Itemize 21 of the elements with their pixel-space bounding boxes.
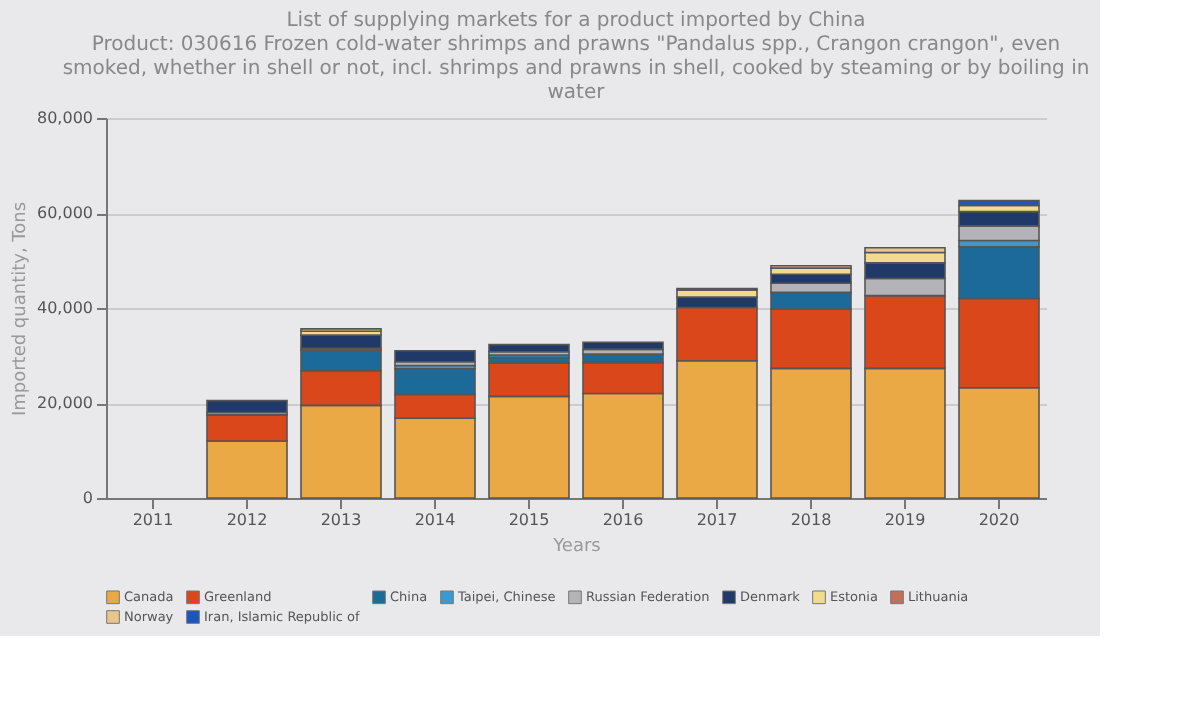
y-tick-label: 20,000 [37,394,93,412]
y-tick-label: 40,000 [37,299,93,317]
y-tick-label: 80,000 [37,109,93,127]
y-tick-label: 60,000 [37,204,93,222]
x-tick-label: 2016 [602,511,644,529]
x-tick-label: 2017 [696,511,738,529]
text: smoked, whether in shell or not, incl. shrimps and prawns in shell, cooked by steaming or by boiling in [62,58,1090,80]
y-axis-title: Imported quantity, Tons [11,201,32,417]
y-tick-label: 0 [82,489,93,507]
x-tick-label: 2013 [320,511,362,529]
text: List of supplying markets for a product imported by China [286,10,866,32]
x-tick-label: 2020 [978,511,1020,529]
text: water [547,82,605,104]
x-tick-label: 2019 [884,511,926,529]
x-axis-title: Years [551,537,602,557]
x-tick-label: 2014 [414,511,456,529]
x-tick-label: 2018 [790,511,832,529]
x-tick-label: 2011 [132,511,174,529]
x-tick-label: 2012 [226,511,268,529]
text: Product: 030616 Frozen cold-water shrimps and prawns "Pandalus spp., Crangon crangon", even [91,34,1061,56]
x-tick-label: 2015 [508,511,550,529]
